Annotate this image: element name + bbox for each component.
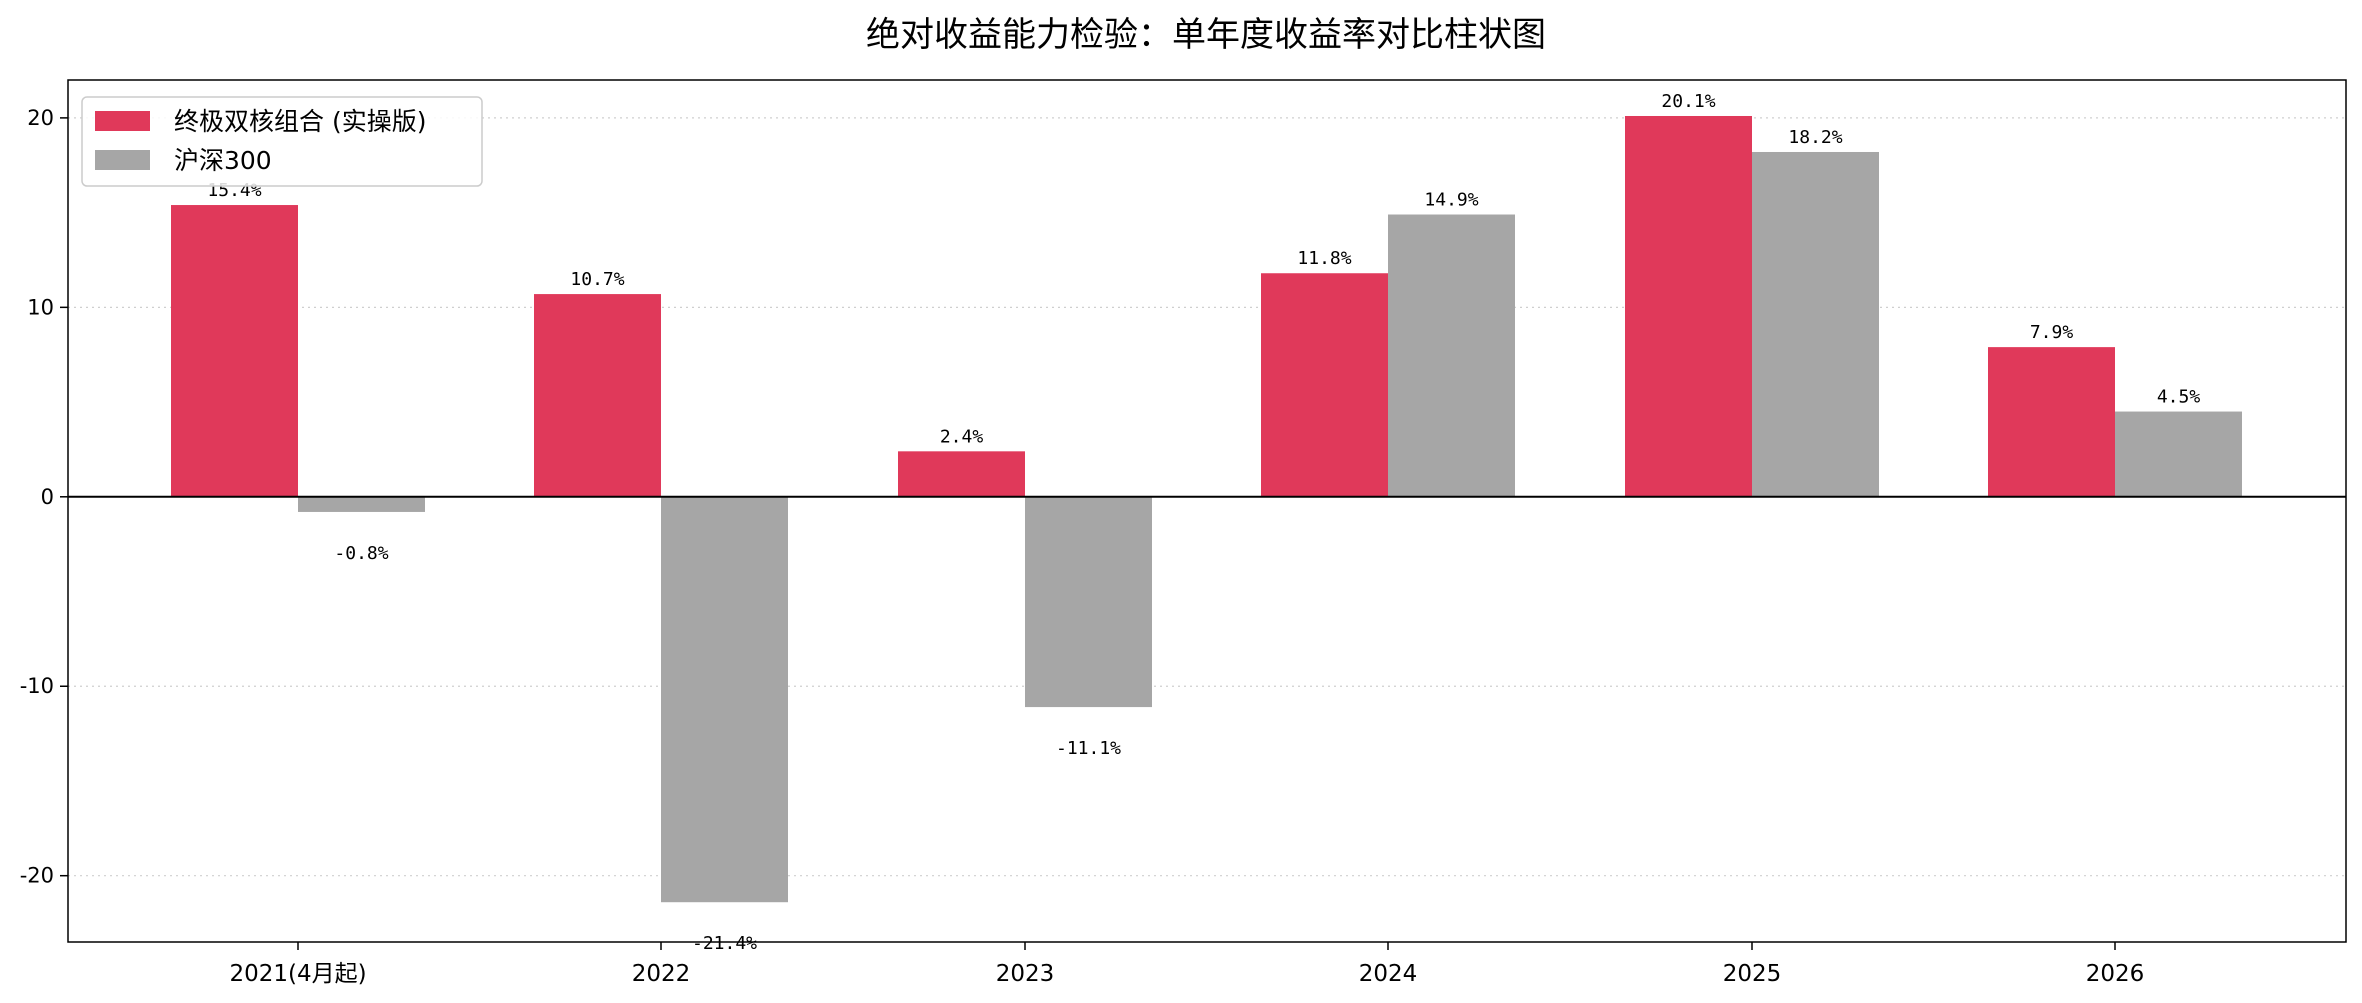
bar-portfolio bbox=[1261, 273, 1388, 497]
plot-frame bbox=[67, 79, 2347, 943]
bar-csi300 bbox=[1752, 151, 1879, 497]
chart-title: 绝对收益能力检验：单年度收益率对比柱状图 bbox=[866, 15, 1546, 55]
bar-portfolio bbox=[1625, 115, 1752, 497]
data-labels: 15.4%10.7%2.4%11.8%20.1%7.9%-0.8%-21.4%-… bbox=[207, 91, 2200, 954]
bar-portfolio bbox=[898, 451, 1025, 497]
data-label: 7.9% bbox=[2030, 322, 2074, 343]
data-label: 10.7% bbox=[570, 269, 624, 290]
legend-box bbox=[81, 96, 483, 187]
data-label: -0.8% bbox=[334, 543, 388, 564]
y-tick-label: 0 bbox=[41, 485, 54, 509]
x-tick-label: 2022 bbox=[632, 961, 691, 987]
legend-label: 沪深300 bbox=[174, 146, 272, 175]
legend-swatch bbox=[95, 111, 150, 131]
legend: 终极双核组合 (实操版) 沪深300 bbox=[81, 96, 483, 187]
legend-label: 终极双核组合 (实操版) bbox=[174, 107, 426, 136]
bars bbox=[171, 115, 2242, 903]
bar-portfolio bbox=[534, 294, 661, 497]
bar-csi300 bbox=[298, 496, 425, 512]
data-label: -21.4% bbox=[692, 933, 757, 954]
data-label: 20.1% bbox=[1661, 91, 1715, 112]
data-label: 14.9% bbox=[1424, 190, 1478, 211]
bar-portfolio bbox=[1988, 347, 2115, 497]
x-tick-label: 2021(4月起) bbox=[229, 961, 366, 987]
bar-csi300 bbox=[2115, 411, 2242, 497]
legend-swatch bbox=[95, 150, 150, 170]
x-tick-label: 2025 bbox=[1723, 961, 1782, 987]
data-label: 11.8% bbox=[1297, 248, 1351, 269]
y-tick-label: 10 bbox=[27, 295, 54, 319]
bar-csi300 bbox=[1025, 496, 1152, 708]
data-label: -11.1% bbox=[1056, 738, 1121, 759]
bar-csi300 bbox=[661, 496, 788, 903]
data-label: 4.5% bbox=[2157, 387, 2201, 408]
x-tick-label: 2026 bbox=[2086, 961, 2145, 987]
data-label: 2.4% bbox=[940, 426, 984, 447]
bar-portfolio bbox=[171, 205, 298, 497]
y-tick-label: -10 bbox=[20, 674, 54, 698]
data-label: 18.2% bbox=[1788, 127, 1842, 148]
x-tick-label: 2023 bbox=[996, 961, 1055, 987]
x-tick-label: 2024 bbox=[1359, 961, 1418, 987]
bar-csi300 bbox=[1388, 214, 1515, 497]
y-tick-label: -20 bbox=[20, 864, 54, 888]
y-tick-label: 20 bbox=[27, 106, 54, 130]
y-axis: 20 10 0 -10 -20 bbox=[20, 106, 68, 888]
x-axis: 2021(4月起) 2022 2023 2024 2025 2026 bbox=[229, 942, 2144, 987]
